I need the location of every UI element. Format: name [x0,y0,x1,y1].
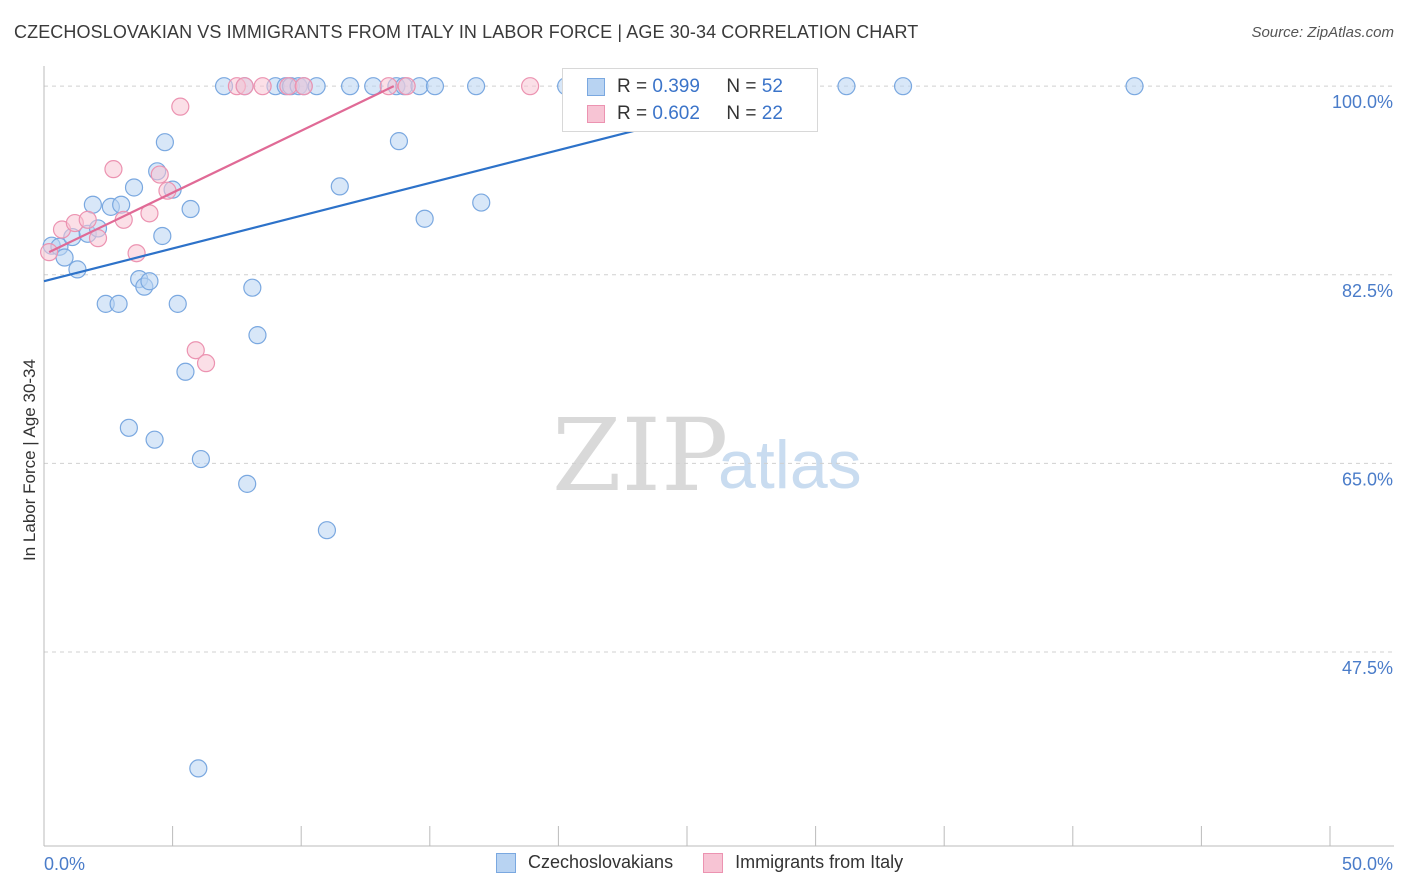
czechoslovakian-point [83,195,102,214]
czechoslovakian-point [124,178,144,197]
y-tick-label: 65.0% [1342,469,1393,489]
data-points [40,77,1144,778]
italy-point [235,77,254,96]
czechoslovakian-point [176,362,195,381]
czechoslovakian-point [191,449,210,469]
pink-swatch [587,105,605,123]
czechoslovakian-point [389,132,409,151]
czechoslovakian-point [189,759,208,778]
legend-r-value: 0.399 [652,76,700,97]
legend-item-italy[interactable]: Immigrants from Italy [703,852,903,873]
legend-label: Immigrants from Italy [735,852,904,872]
czechoslovakian-point [119,418,138,437]
czechoslovakian-point [109,294,128,313]
axes [43,66,1394,847]
czechoslovakian-point [153,226,172,246]
italy-point [78,210,97,229]
czechoslovakian-point [248,326,267,345]
czechoslovakian-point [112,195,131,214]
legend-item-czechoslovakians[interactable]: Czechoslovakians [496,852,673,873]
italy-trend-line [48,85,395,254]
legend-n-label: N = [726,103,762,124]
czechoslovakian-point [145,430,164,449]
italy-point [158,181,177,200]
legend-r-label: R = [617,103,653,124]
czechoslovakian-point [893,77,913,96]
legend-row-czechoslovakians: R = 0.399 N = 52 [587,74,783,100]
grid-lines [44,85,1394,653]
italy-point [294,77,313,96]
x-tick-label-min: 0.0% [44,854,85,874]
czechoslovakian-point [168,294,187,313]
watermark-zip: ZIP [552,397,728,514]
pink-swatch [703,852,724,873]
blue-swatch [496,852,516,873]
legend-row-italy: R = 0.602 N = 22 [587,101,783,127]
tick-labels: 100.0% 82.5% 65.0% 47.5% 0.0% 50.0% [44,92,1393,874]
czechoslovakian-point [181,199,200,219]
czechoslovakian-point [415,209,434,228]
italy-point [253,77,272,96]
y-tick-label: 100.0% [1332,92,1393,112]
legend-n-value: 22 [761,103,783,124]
czechoslovakian-point [466,77,486,96]
czechoslovakian-point [155,133,174,152]
italy-point [150,165,169,184]
chart-title: CZECHOSLOVAKIAN VS IMMIGRANTS FROM ITALY… [14,22,919,42]
czechoslovakian-point [1125,77,1144,96]
italy-point [186,341,205,360]
czechoslovakian-point [425,77,445,96]
series-legend: Czechoslovakians Immigrants from Italy [496,852,933,873]
czechoslovakian-point [238,474,257,493]
italy-point [397,77,416,96]
italy-point [104,160,123,179]
italy-point [171,97,190,116]
legend-n-value: 52 [761,76,783,97]
y-tick-label: 82.5% [1342,281,1393,301]
italy-point [521,77,540,96]
x-tick-label-max: 50.0% [1342,854,1393,874]
czechoslovakian-point [330,177,349,196]
legend-r-value: 0.602 [652,103,700,124]
legend-label: Czechoslovakians [528,852,674,872]
italy-point [196,354,216,373]
czechoslovakian-point [243,278,262,297]
czechoslovakian-point [472,193,491,212]
italy-point [279,77,298,96]
y-tick-label: 47.5% [1342,658,1393,678]
czechoslovakian-point [340,77,360,96]
source-label: Source: ZipAtlas.com [1251,24,1394,41]
czechoslovakian-point [837,77,856,96]
blue-swatch [587,78,605,96]
czechoslovakian-point [140,272,159,291]
czechoslovakian-point [317,521,337,540]
legend-r-label: R = [617,76,653,97]
legend-n-label: N = [726,76,762,97]
correlation-legend: R = 0.399 N = 52 R = 0.602 N = 22 [562,68,818,132]
watermark-atlas: atlas [718,427,862,503]
